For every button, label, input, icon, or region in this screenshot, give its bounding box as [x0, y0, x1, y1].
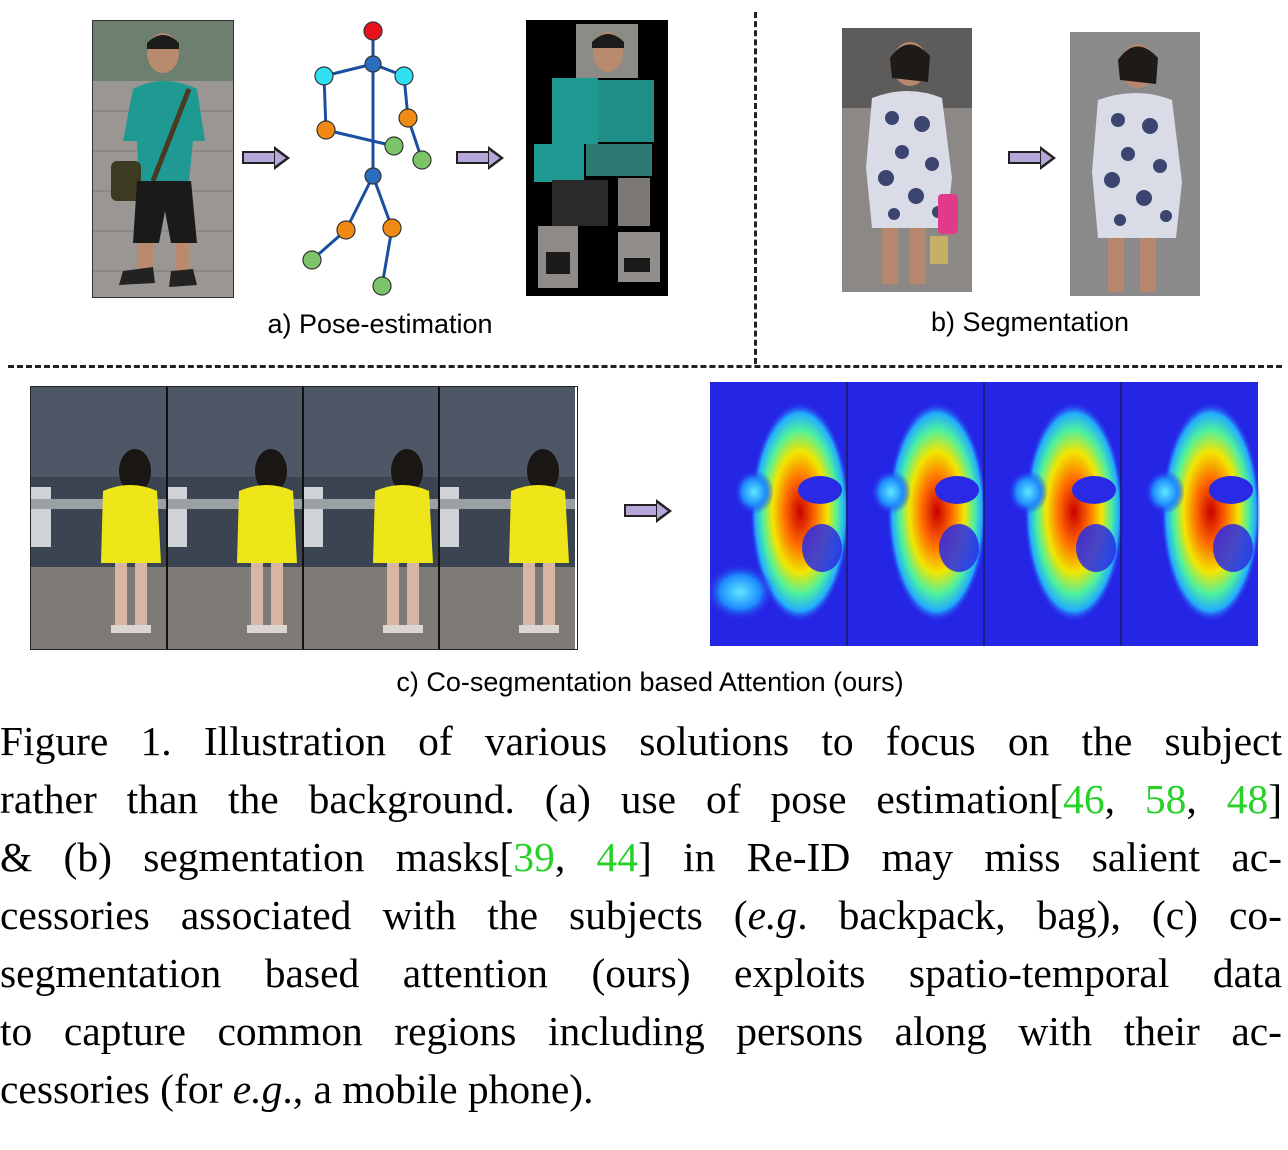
attention-heatmaps-strip: [710, 382, 1260, 646]
horizontal-divider: [8, 365, 1282, 368]
caption-line: rather than the background. (a) use of p…: [0, 776, 1283, 822]
caption-line: cessories (for e.g., a mobile phone).: [0, 1066, 594, 1112]
citation-link[interactable]: 48: [1226, 776, 1269, 822]
arrow-icon: [456, 146, 506, 170]
caption-line: & (b) segmentation masks[39, 44] in Re-I…: [0, 834, 1282, 880]
pose-estimation-panel: a) Pose-estimation: [0, 0, 752, 350]
caption-line: Figure 1. Illustration of various soluti…: [0, 718, 1282, 764]
citation-link[interactable]: 44: [596, 834, 639, 880]
video-frames-strip: [30, 386, 578, 650]
arrow-icon: [624, 499, 674, 523]
vertical-divider: [754, 12, 757, 364]
person-photo-green-shirt: [92, 20, 234, 298]
caption-line: to capture common regions including pers…: [0, 1008, 1282, 1054]
citation-link[interactable]: 39: [513, 834, 555, 880]
co-segmentation-panel: c) Co-segmentation based Attention (ours…: [0, 370, 1288, 700]
pose-skeleton-diagram: [302, 21, 432, 296]
citation-link[interactable]: 46: [1063, 776, 1105, 822]
citation-link[interactable]: 58: [1144, 776, 1187, 822]
caption-line: cessories associated with the subjects (…: [0, 892, 1283, 938]
figure-caption: Figure 1. Illustration of various soluti…: [0, 712, 1282, 1118]
arrow-icon: [242, 146, 292, 170]
subfigure-label-c: c) Co-segmentation based Attention (ours…: [396, 667, 904, 697]
subfigure-label-a: a) Pose-estimation: [267, 309, 493, 339]
person-photo-floral-dress: [842, 28, 972, 292]
segmentation-panel: b) Segmentation: [760, 0, 1288, 350]
arrow-icon: [1008, 146, 1058, 170]
pose-part-patches-image: [526, 20, 668, 296]
subfigure-label-b: b) Segmentation: [930, 307, 1130, 337]
segmentation-mask-image: [1070, 32, 1200, 296]
caption-line: segmentation based attention (ours) expl…: [0, 950, 1282, 996]
